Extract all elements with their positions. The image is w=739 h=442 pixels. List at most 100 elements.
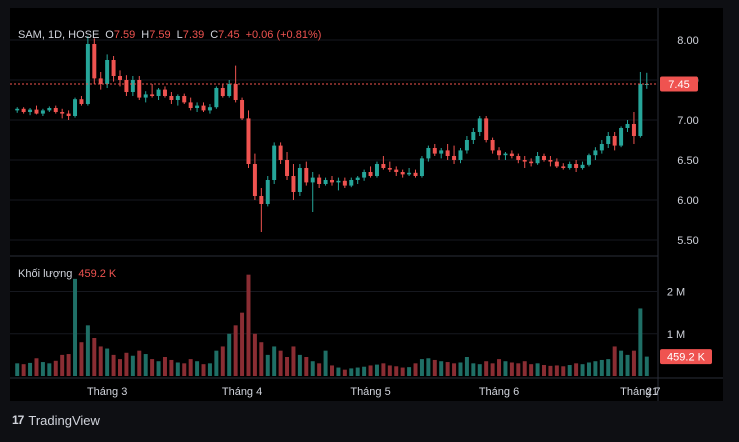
candle-body — [586, 155, 591, 165]
candle-body — [182, 96, 187, 103]
candle-body — [310, 177, 315, 183]
volume-bar — [336, 367, 341, 376]
legend-change: +0.06 (+0.81%) — [246, 29, 322, 41]
candle-body — [606, 136, 611, 144]
candle-body — [105, 60, 110, 84]
legend-symbol[interactable]: SAM, 1D, HOSE — [18, 29, 99, 41]
candle-body — [265, 180, 270, 204]
candle-body — [40, 110, 45, 114]
volume-bar — [484, 361, 489, 376]
volume-bar — [413, 363, 418, 376]
volume-bar — [355, 367, 360, 376]
volume-bar — [477, 364, 482, 376]
last-price-badge: 7.45 — [660, 76, 698, 92]
volume-bar — [593, 361, 598, 376]
candle-body — [522, 160, 527, 162]
candle-body — [439, 150, 444, 154]
legend-close-label: C — [210, 29, 218, 41]
candle-body — [484, 118, 489, 140]
volume-bar — [272, 346, 277, 376]
volume-bar — [169, 359, 174, 376]
volume-bar — [612, 346, 617, 376]
candle-body — [150, 94, 155, 96]
volume-tick-label: 1 M — [667, 329, 685, 341]
volume-bar — [60, 354, 65, 376]
volume-bar — [445, 362, 450, 376]
candle-body — [47, 108, 52, 111]
volume-bar — [606, 359, 611, 376]
candle-body — [15, 108, 20, 111]
candle-body — [638, 84, 643, 136]
volume-bars — [15, 274, 649, 376]
candle-body — [362, 172, 367, 178]
volume-bar — [143, 354, 148, 376]
volume-bar — [625, 354, 630, 376]
candle-body — [118, 76, 122, 80]
candle-body — [111, 60, 116, 76]
candle-body — [73, 99, 78, 116]
candle-body — [574, 164, 579, 168]
price-tick-label: 7.00 — [677, 115, 698, 127]
volume-bar — [490, 363, 495, 376]
candle-body — [227, 84, 232, 96]
volume-bar — [509, 362, 514, 376]
volume-bar — [175, 362, 180, 376]
candle-body — [169, 96, 174, 100]
volume-bar — [542, 365, 546, 376]
candle-body — [490, 140, 495, 151]
candle-body — [509, 153, 514, 156]
volume-legend-label[interactable]: Khối lượng — [18, 268, 72, 280]
time-tick-label: Tháng 5 — [350, 386, 390, 398]
candle-body — [272, 145, 277, 180]
candle-body — [368, 172, 373, 176]
volume-bar — [497, 359, 502, 376]
volume-bar — [162, 357, 167, 376]
volume-tick-label: 2 M — [667, 287, 685, 299]
candle-body — [407, 172, 412, 175]
candle-body — [452, 156, 457, 160]
candle-body — [34, 109, 39, 114]
volume-bar — [73, 278, 78, 376]
volume-legend-value: 459.2 K — [78, 268, 117, 280]
candle-body — [580, 164, 585, 168]
candle-body — [285, 160, 290, 176]
time-axis[interactable]: Tháng 3 Tháng 4 Tháng 5 Tháng 6 Tháng 721 — [87, 386, 661, 398]
candle-body — [529, 161, 534, 164]
volume-bar — [529, 364, 534, 376]
volume-bar — [53, 360, 58, 376]
price-tick-label: 6.50 — [677, 155, 698, 167]
volume-bar — [246, 274, 251, 376]
volume-bar — [381, 363, 386, 376]
volume-bar — [323, 350, 328, 376]
legend-low-value: 7.39 — [183, 29, 204, 41]
legend-open-value: 7.59 — [114, 29, 135, 41]
candle-body — [355, 177, 360, 180]
candle-body — [66, 113, 71, 116]
candle-body — [535, 156, 540, 164]
candle-body — [432, 148, 437, 154]
candle-body — [188, 102, 193, 108]
volume-bar — [535, 363, 540, 376]
candle-body — [330, 180, 334, 183]
candle-body — [336, 180, 341, 183]
volume-bar — [34, 358, 39, 376]
price-tick-label: 8.00 — [677, 35, 698, 47]
volume-bar — [374, 364, 379, 376]
volume-bar — [638, 308, 643, 376]
volume-bar — [567, 365, 572, 376]
candle-body — [304, 168, 309, 183]
tradingview-logo-icon: 17 — [12, 413, 24, 427]
footer-branding[interactable]: 17 TradingView — [12, 411, 100, 429]
candle-body — [426, 148, 431, 159]
volume-bar — [464, 357, 469, 376]
volume-bar — [452, 363, 457, 376]
candle-body — [60, 112, 65, 114]
volume-axis[interactable]: 2 M 1 M — [667, 287, 685, 341]
volume-bar — [79, 342, 84, 376]
price-grid — [10, 39, 658, 241]
volume-bar — [317, 363, 322, 376]
candle-body — [85, 44, 90, 104]
volume-bar — [362, 366, 367, 376]
